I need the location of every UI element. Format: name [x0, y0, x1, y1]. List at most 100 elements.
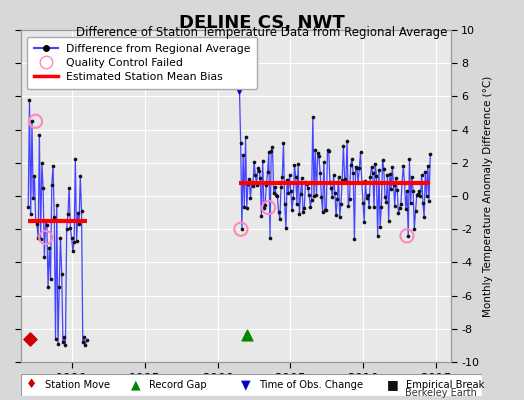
Point	[288, 207, 296, 213]
Point	[425, 198, 433, 204]
Point	[287, 188, 295, 194]
Text: Berkeley Earth: Berkeley Earth	[405, 388, 477, 398]
Point	[412, 192, 421, 198]
Point	[345, 195, 354, 202]
Point	[313, 150, 322, 156]
Point	[390, 203, 399, 210]
Point	[401, 206, 410, 212]
Text: ♦: ♦	[26, 378, 37, 391]
Point	[339, 143, 347, 150]
Point	[409, 188, 417, 194]
Point	[377, 204, 386, 210]
Point	[64, 211, 72, 218]
Point	[405, 156, 413, 163]
Point	[284, 190, 292, 196]
Point	[70, 239, 78, 246]
Point	[26, 336, 34, 342]
Point	[305, 192, 313, 198]
Point	[256, 175, 265, 181]
Point	[31, 118, 40, 124]
Point	[353, 165, 361, 172]
Point	[422, 193, 431, 199]
Point	[299, 209, 307, 215]
Point	[289, 194, 298, 201]
Point	[261, 201, 269, 208]
Point	[304, 185, 312, 191]
Point	[41, 234, 50, 241]
Point	[249, 183, 257, 189]
Point	[300, 205, 309, 212]
Point	[282, 225, 290, 231]
Point	[243, 204, 251, 211]
Point	[381, 194, 389, 200]
Point	[306, 203, 314, 210]
Point	[338, 177, 346, 183]
Point	[247, 178, 256, 185]
Text: ▲: ▲	[132, 378, 141, 391]
Point	[32, 221, 41, 228]
Point	[398, 178, 406, 185]
Point	[352, 164, 360, 170]
Text: Record Gap: Record Gap	[149, 380, 207, 390]
Point	[38, 160, 46, 166]
Point	[376, 224, 384, 230]
Point	[40, 254, 49, 260]
Point	[62, 226, 71, 232]
Point	[264, 168, 272, 175]
Point	[320, 159, 328, 165]
Point	[378, 157, 387, 163]
Point	[271, 184, 279, 190]
Text: ■: ■	[387, 378, 399, 391]
Point	[275, 208, 283, 215]
Point	[81, 342, 90, 349]
Point	[34, 234, 42, 241]
Point	[267, 148, 276, 154]
Point	[348, 156, 356, 163]
Point	[72, 238, 81, 244]
Point	[371, 160, 379, 167]
Point	[321, 207, 329, 214]
Point	[361, 178, 369, 184]
Point	[78, 208, 86, 214]
Point	[71, 156, 80, 163]
Point	[242, 134, 250, 140]
Point	[328, 194, 336, 200]
Point	[262, 182, 270, 188]
Point	[58, 271, 66, 278]
Point	[236, 140, 245, 146]
Point	[48, 182, 56, 188]
Point	[322, 207, 331, 214]
Point	[324, 148, 333, 154]
Point	[323, 147, 332, 153]
Point	[272, 192, 280, 198]
Point	[41, 218, 50, 224]
Point	[370, 204, 378, 210]
Point	[298, 175, 306, 182]
Point	[25, 96, 34, 103]
Point	[255, 168, 263, 174]
Point	[350, 236, 358, 242]
Point	[59, 339, 67, 345]
Point	[367, 164, 376, 170]
Point	[45, 245, 53, 252]
Point	[312, 192, 321, 198]
Point	[251, 172, 259, 178]
Y-axis label: Monthly Temperature Anomaly Difference (°C): Monthly Temperature Anomaly Difference (…	[483, 75, 493, 317]
Point	[237, 226, 245, 232]
Point	[50, 214, 59, 220]
Point	[382, 198, 390, 205]
Legend: Difference from Regional Average, Quality Control Failed, Estimated Station Mean: Difference from Regional Average, Qualit…	[27, 37, 257, 89]
Point	[273, 192, 281, 199]
Point	[419, 200, 427, 207]
Point	[265, 149, 273, 156]
Point	[375, 167, 383, 173]
Point	[30, 173, 39, 179]
Point	[368, 170, 377, 176]
Point	[309, 114, 317, 120]
Point	[411, 208, 420, 214]
Text: Empirical Break: Empirical Break	[406, 380, 485, 390]
Point	[372, 173, 380, 179]
Point	[414, 191, 422, 197]
Point	[330, 172, 338, 178]
Point	[39, 185, 47, 191]
